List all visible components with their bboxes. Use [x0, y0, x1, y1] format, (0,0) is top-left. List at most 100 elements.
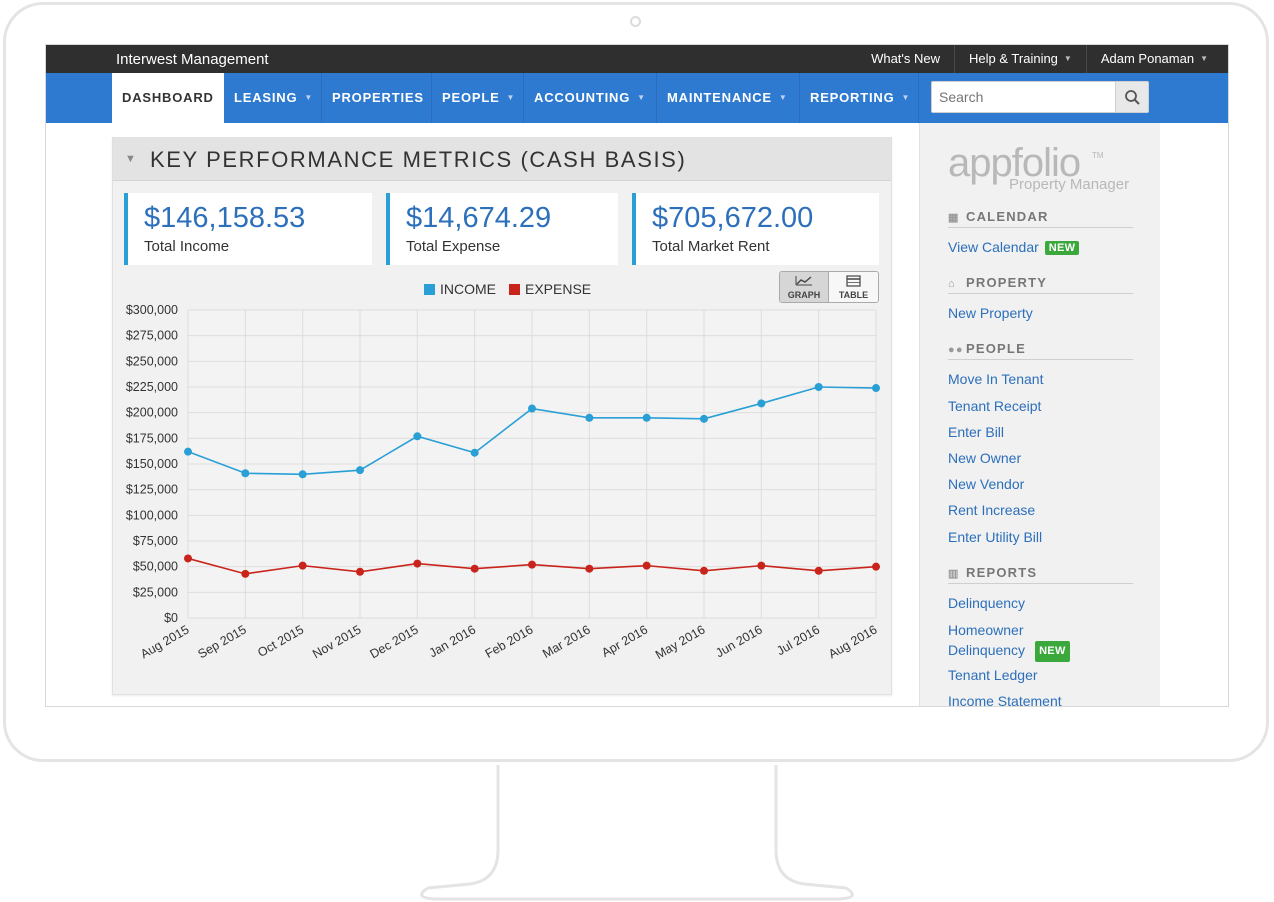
- chevron-down-icon: ▼: [304, 93, 314, 102]
- sidebar-link-new-vendor[interactable]: New Vendor: [948, 476, 1024, 492]
- nav-label: LEASING: [234, 90, 298, 105]
- nav-accounting[interactable]: ACCOUNTING ▼: [524, 73, 657, 123]
- y-tick-label: $25,000: [133, 585, 178, 599]
- metric-total-market-rent: $705,672.00 Total Market Rent: [632, 193, 879, 265]
- data-point-income: [298, 470, 307, 479]
- x-tick-label: May 2016: [653, 622, 708, 662]
- data-point-expense: [642, 561, 651, 570]
- table-label: TABLE: [838, 290, 869, 300]
- table-view-button[interactable]: TABLE: [829, 272, 878, 302]
- y-tick-label: $250,000: [126, 354, 178, 368]
- x-tick-label: Nov 2015: [310, 622, 363, 661]
- nav-reporting[interactable]: REPORTING ▼: [800, 73, 919, 123]
- sidebar-link-income-statement[interactable]: Income Statement: [948, 693, 1062, 706]
- y-tick-label: $50,000: [133, 560, 178, 574]
- y-tick-label: $275,000: [126, 329, 178, 343]
- metric-value: $705,672.00: [652, 202, 814, 234]
- y-tick-label: $125,000: [126, 483, 178, 497]
- sidebar-link-enter-bill[interactable]: Enter Bill: [948, 424, 1004, 440]
- metric-total-income: $146,158.53 Total Income: [124, 193, 372, 265]
- section-title: REPORTS: [966, 564, 1038, 580]
- x-tick-label: Sep 2015: [195, 622, 248, 661]
- data-point-expense: [814, 566, 823, 575]
- sidebar-link-delinquency[interactable]: Delinquency: [948, 595, 1025, 611]
- help-training-label: Help & Training: [969, 51, 1058, 66]
- user-menu[interactable]: Adam Ponaman ▼: [1085, 45, 1228, 73]
- chevron-down-icon: ▼: [506, 93, 516, 102]
- whats-new-label: What's New: [871, 51, 941, 66]
- kpi-panel: ▼ KEY PERFORMANCE METRICS (CASH BASIS) $…: [112, 137, 892, 695]
- sidebar-link-tenant-receipt[interactable]: Tenant Receipt: [948, 398, 1041, 414]
- sidebar-link-tenant-ledger[interactable]: Tenant Ledger: [948, 667, 1038, 683]
- nav-label: PEOPLE: [442, 90, 500, 105]
- y-tick-label: $300,000: [126, 303, 178, 317]
- chart-legend: INCOME EXPENSE: [424, 281, 604, 297]
- help-training-menu[interactable]: Help & Training ▼: [954, 45, 1086, 73]
- app-screen: Interwest Management What's New Help & T…: [45, 44, 1229, 707]
- sidebar-link-enter-utility-bill[interactable]: Enter Utility Bill: [948, 529, 1042, 545]
- data-point-income: [757, 399, 766, 408]
- data-point-expense: [700, 566, 708, 575]
- kpi-title: KEY PERFORMANCE METRICS (CASH BASIS): [150, 147, 687, 172]
- nav-leasing[interactable]: LEASING ▼: [224, 73, 322, 123]
- data-point-income: [700, 414, 708, 423]
- link-label: View Calendar: [948, 239, 1039, 255]
- data-point-expense: [872, 562, 880, 571]
- legend-label: EXPENSE: [525, 281, 592, 297]
- people-icon: ●●: [948, 344, 964, 357]
- graph-view-button[interactable]: GRAPH: [780, 272, 829, 302]
- graph-label: GRAPH: [787, 290, 821, 300]
- section-reports: ▥ REPORTS: [948, 565, 1133, 584]
- y-tick-label: $75,000: [133, 534, 178, 548]
- metric-label: Total Expense: [406, 238, 501, 255]
- link-label: Delinquency: [948, 594, 1026, 611]
- nav-label: REPORTING: [810, 90, 895, 105]
- data-point-expense: [757, 561, 766, 570]
- nav-maintenance[interactable]: MAINTENANCE ▼: [657, 73, 800, 123]
- data-point-income: [470, 448, 479, 457]
- view-toggle: GRAPH TABLE: [779, 271, 879, 303]
- sidebar-link-rent-increase[interactable]: Rent Increase: [948, 502, 1035, 518]
- nav-label: DASHBOARD: [122, 90, 214, 105]
- nav-label: MAINTENANCE: [667, 90, 772, 105]
- data-point-income: [413, 432, 422, 441]
- sidebar-link-new-property[interactable]: New Property: [948, 305, 1033, 321]
- top-bar: Interwest Management What's New Help & T…: [46, 45, 1228, 73]
- logo-wordmark: appfolio: [948, 141, 1081, 185]
- section-people: ●● PEOPLE: [948, 341, 1133, 361]
- search-icon: [1125, 90, 1140, 105]
- chevron-down-icon: ▼: [1063, 54, 1072, 63]
- data-point-expense: [413, 559, 422, 568]
- nav-items: DASHBOARD LEASING ▼ PROPERTIES PEOPLE ▼ ACCOUN…: [112, 73, 919, 123]
- x-tick-label: Aug 2015: [138, 622, 191, 661]
- nav-properties[interactable]: PROPERTIES: [322, 73, 432, 123]
- sidebar-link-new-owner[interactable]: New Owner: [948, 450, 1021, 466]
- x-tick-label: Feb 2016: [483, 622, 536, 661]
- nav-people[interactable]: PEOPLE ▼: [432, 73, 524, 123]
- data-point-income: [528, 404, 536, 413]
- x-tick-label: Aug 2016: [826, 622, 879, 661]
- data-point-expense: [528, 560, 536, 569]
- legend-swatch: [424, 283, 435, 295]
- sidebar-link-move-in-tenant[interactable]: Move In Tenant: [948, 371, 1043, 387]
- logo-subtitle: Property Manager: [1009, 176, 1130, 193]
- whats-new-link[interactable]: What's New: [857, 45, 954, 73]
- chevron-down-icon: ▼: [901, 93, 911, 102]
- sidebar-link-homeowner[interactable]: Homeowner Delinquency NEW: [948, 621, 1070, 662]
- top-links: What's New Help & Training ▼ Adam Ponaman…: [857, 45, 1228, 73]
- data-point-income: [872, 384, 880, 393]
- x-tick-label: Jan 2016: [427, 622, 479, 660]
- search-box: [931, 81, 1149, 113]
- data-point-income: [642, 413, 651, 422]
- metric-value: $14,674.29: [406, 202, 552, 234]
- search-button[interactable]: [1115, 82, 1148, 112]
- x-tick-label: Jun 2016: [713, 622, 765, 660]
- legend-label: INCOME: [440, 281, 496, 297]
- nav-dashboard[interactable]: DASHBOARD: [112, 73, 224, 123]
- link-label: New Property: [948, 305, 1033, 322]
- collapse-toggle-icon[interactable]: ▼: [125, 153, 136, 165]
- sidebar-link-view-calendar[interactable]: View Calendar NEW: [948, 239, 1080, 255]
- y-tick-label: $225,000: [126, 380, 178, 394]
- metric-label: Total Market Rent: [652, 238, 770, 255]
- search-input[interactable]: [932, 82, 1116, 112]
